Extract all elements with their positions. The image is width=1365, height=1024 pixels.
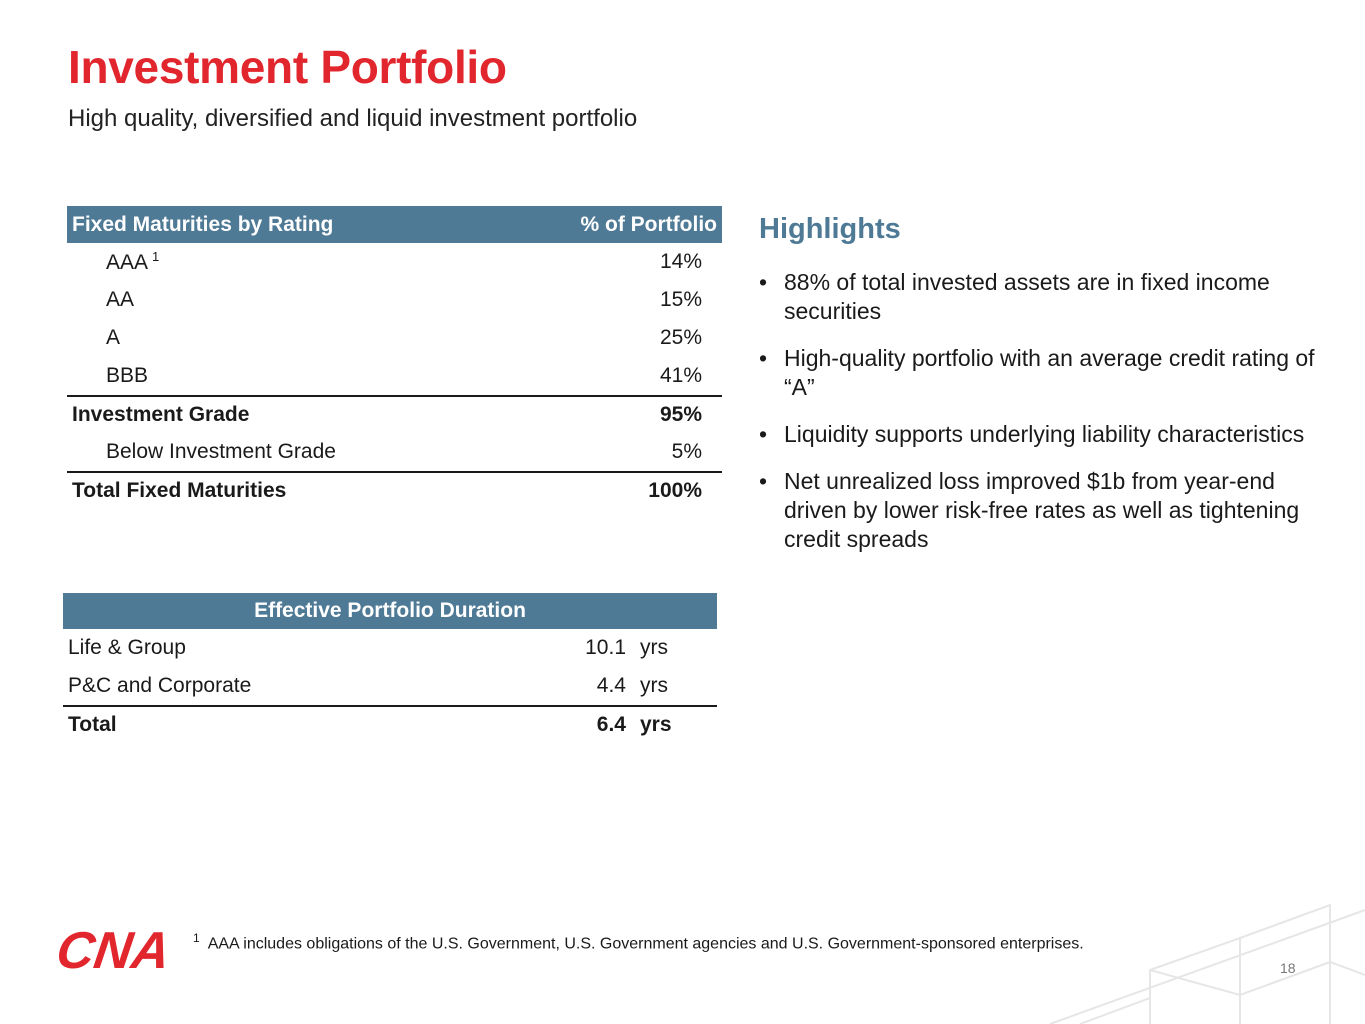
table-row: P&C and Corporate 4.4 yrs <box>63 667 717 705</box>
list-item-text: High-quality portfolio with an average c… <box>784 345 1315 400</box>
rating-table-header: Fixed Maturities by Rating % of Portfoli… <box>67 206 722 243</box>
list-item-text: Liquidity supports underlying liability … <box>784 421 1305 447</box>
row-unit: yrs <box>640 674 668 697</box>
row-value: 4.4 <box>596 674 626 697</box>
row-label: Total <box>68 713 117 736</box>
bullet-icon: • <box>759 345 768 371</box>
list-item: • High-quality portfolio with an average … <box>759 344 1329 402</box>
decorative-line-pattern <box>1049 903 1365 1024</box>
duration-table-header: Effective Portfolio Duration <box>63 593 717 629</box>
row-value: 14% <box>659 250 702 273</box>
list-item: • Net unrealized loss improved $1b from y… <box>759 467 1329 554</box>
rating-table: Fixed Maturities by Rating % of Portfoli… <box>67 206 722 509</box>
row-value: 100% <box>648 479 702 502</box>
highlights-title: Highlights <box>759 213 901 245</box>
row-label: P&C and Corporate <box>68 674 252 697</box>
table-row: Life & Group 10.1 yrs <box>63 629 717 667</box>
table-row: BBB 41% <box>67 357 722 395</box>
row-label: AAA <box>106 251 149 274</box>
row-label: Below Investment Grade <box>106 440 336 463</box>
cna-logo: CNA <box>53 925 174 971</box>
bullet-icon: • <box>759 421 768 447</box>
bullet-icon: • <box>759 269 768 295</box>
row-label: A <box>106 326 121 349</box>
logo-text: CNA <box>53 925 174 971</box>
page-subtitle: High quality, diversified and liquid inv… <box>68 105 638 132</box>
page-title: Investment Portfolio <box>68 41 507 93</box>
row-value: 5% <box>671 440 702 463</box>
portfolio-pct-column-header: % of Portfolio <box>580 212 717 236</box>
footnote-marker: 1 <box>152 249 160 264</box>
row-label: Total Fixed Maturities <box>72 479 287 502</box>
table-row: A 25% <box>67 319 722 357</box>
row-value: 41% <box>659 364 702 387</box>
row-unit: yrs <box>640 636 668 659</box>
page-number: 18 <box>1280 960 1296 976</box>
table-row-total: Total Fixed Maturities 100% <box>67 471 722 509</box>
table-row: AAA 1 14% <box>67 243 722 281</box>
rating-column-header: Fixed Maturities by Rating <box>72 212 334 236</box>
list-item-text: Net unrealized loss improved $1b from ye… <box>784 468 1300 552</box>
table-row-total: Total 6.4 yrs <box>63 705 717 743</box>
footnote-marker: 1 <box>193 931 200 945</box>
row-label: Life & Group <box>68 636 186 659</box>
highlights-list: • 88% of total invested assets are in fix… <box>759 268 1329 572</box>
row-value: 10.1 <box>585 636 626 659</box>
list-item-text: 88% of total invested assets are in fixe… <box>784 269 1270 324</box>
row-value: 6.4 <box>596 713 626 736</box>
list-item: • 88% of total invested assets are in fix… <box>759 268 1329 326</box>
footnote: 1 AAA includes obligations of the U.S. Go… <box>193 931 1084 953</box>
table-row-subtotal: Investment Grade 95% <box>67 395 722 433</box>
table-row: Below Investment Grade 5% <box>67 433 722 471</box>
row-label: AA <box>106 288 135 311</box>
list-item: • Liquidity supports underlying liability… <box>759 420 1329 449</box>
row-label: Investment Grade <box>72 403 250 426</box>
table-row: AA 15% <box>67 281 722 319</box>
duration-table: Effective Portfolio Duration Life & Grou… <box>63 593 717 743</box>
row-value: 95% <box>659 403 702 426</box>
footnote-text: AAA includes obligations of the U.S. Gov… <box>207 935 1084 953</box>
row-label: BBB <box>106 364 149 387</box>
row-unit: yrs <box>640 713 672 736</box>
bullet-icon: • <box>759 468 768 494</box>
row-value: 15% <box>659 288 702 311</box>
row-value: 25% <box>659 326 702 349</box>
